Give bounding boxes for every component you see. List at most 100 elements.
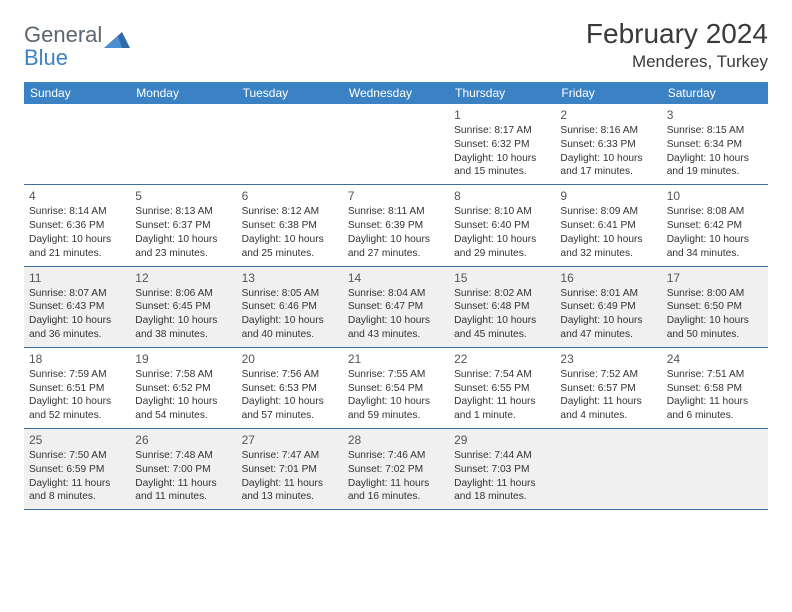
sunset-text: Sunset: 6:50 PM <box>667 300 763 314</box>
logo: General Blue <box>24 24 130 70</box>
day-number: 14 <box>348 270 444 286</box>
day-cell: 21Sunrise: 7:55 AMSunset: 6:54 PMDayligh… <box>343 348 449 428</box>
day-cell: 14Sunrise: 8:04 AMSunset: 6:47 PMDayligh… <box>343 267 449 347</box>
sunset-text: Sunset: 6:46 PM <box>242 300 338 314</box>
week-row: 18Sunrise: 7:59 AMSunset: 6:51 PMDayligh… <box>24 348 768 429</box>
week-row: 4Sunrise: 8:14 AMSunset: 6:36 PMDaylight… <box>24 185 768 266</box>
day-number: 20 <box>242 351 338 367</box>
dow-header-row: SundayMondayTuesdayWednesdayThursdayFrid… <box>24 82 768 104</box>
week-row: 1Sunrise: 8:17 AMSunset: 6:32 PMDaylight… <box>24 104 768 185</box>
day-number: 21 <box>348 351 444 367</box>
daylight-text: Daylight: 10 hours and 52 minutes. <box>29 395 125 423</box>
day-cell: 2Sunrise: 8:16 AMSunset: 6:33 PMDaylight… <box>555 104 661 184</box>
daylight-text: Daylight: 11 hours and 1 minute. <box>454 395 550 423</box>
header: General Blue February 2024 Menderes, Tur… <box>24 18 768 72</box>
day-number: 15 <box>454 270 550 286</box>
day-cell: 23Sunrise: 7:52 AMSunset: 6:57 PMDayligh… <box>555 348 661 428</box>
day-cell <box>662 429 768 509</box>
day-number: 5 <box>135 188 231 204</box>
daylight-text: Daylight: 10 hours and 32 minutes. <box>560 233 656 261</box>
day-cell <box>343 104 449 184</box>
daylight-text: Daylight: 10 hours and 45 minutes. <box>454 314 550 342</box>
daylight-text: Daylight: 11 hours and 8 minutes. <box>29 477 125 505</box>
day-number: 11 <box>29 270 125 286</box>
day-number: 29 <box>454 432 550 448</box>
day-number: 28 <box>348 432 444 448</box>
sunrise-text: Sunrise: 8:16 AM <box>560 124 656 138</box>
logo-text-gray: General <box>24 22 102 47</box>
sunrise-text: Sunrise: 8:09 AM <box>560 205 656 219</box>
day-cell: 22Sunrise: 7:54 AMSunset: 6:55 PMDayligh… <box>449 348 555 428</box>
daylight-text: Daylight: 10 hours and 38 minutes. <box>135 314 231 342</box>
day-cell: 12Sunrise: 8:06 AMSunset: 6:45 PMDayligh… <box>130 267 236 347</box>
sunset-text: Sunset: 6:33 PM <box>560 138 656 152</box>
sunrise-text: Sunrise: 7:47 AM <box>242 449 338 463</box>
day-number: 8 <box>454 188 550 204</box>
day-cell <box>555 429 661 509</box>
day-cell: 5Sunrise: 8:13 AMSunset: 6:37 PMDaylight… <box>130 185 236 265</box>
day-cell: 24Sunrise: 7:51 AMSunset: 6:58 PMDayligh… <box>662 348 768 428</box>
daylight-text: Daylight: 10 hours and 25 minutes. <box>242 233 338 261</box>
day-number: 12 <box>135 270 231 286</box>
sunrise-text: Sunrise: 8:13 AM <box>135 205 231 219</box>
day-cell: 29Sunrise: 7:44 AMSunset: 7:03 PMDayligh… <box>449 429 555 509</box>
day-cell: 8Sunrise: 8:10 AMSunset: 6:40 PMDaylight… <box>449 185 555 265</box>
sunset-text: Sunset: 6:53 PM <box>242 382 338 396</box>
day-number: 6 <box>242 188 338 204</box>
sunrise-text: Sunrise: 8:00 AM <box>667 287 763 301</box>
daylight-text: Daylight: 10 hours and 15 minutes. <box>454 152 550 180</box>
day-cell: 19Sunrise: 7:58 AMSunset: 6:52 PMDayligh… <box>130 348 236 428</box>
day-cell: 25Sunrise: 7:50 AMSunset: 6:59 PMDayligh… <box>24 429 130 509</box>
day-cell: 4Sunrise: 8:14 AMSunset: 6:36 PMDaylight… <box>24 185 130 265</box>
sunset-text: Sunset: 7:01 PM <box>242 463 338 477</box>
sunrise-text: Sunrise: 8:07 AM <box>29 287 125 301</box>
sunset-text: Sunset: 6:32 PM <box>454 138 550 152</box>
sunrise-text: Sunrise: 7:46 AM <box>348 449 444 463</box>
day-cell: 7Sunrise: 8:11 AMSunset: 6:39 PMDaylight… <box>343 185 449 265</box>
sunset-text: Sunset: 6:34 PM <box>667 138 763 152</box>
sunset-text: Sunset: 6:42 PM <box>667 219 763 233</box>
day-cell: 15Sunrise: 8:02 AMSunset: 6:48 PMDayligh… <box>449 267 555 347</box>
sunrise-text: Sunrise: 7:51 AM <box>667 368 763 382</box>
day-number: 26 <box>135 432 231 448</box>
daylight-text: Daylight: 10 hours and 21 minutes. <box>29 233 125 261</box>
sunset-text: Sunset: 6:54 PM <box>348 382 444 396</box>
sunrise-text: Sunrise: 8:04 AM <box>348 287 444 301</box>
dow-cell: Friday <box>555 82 661 104</box>
day-number: 3 <box>667 107 763 123</box>
sunrise-text: Sunrise: 8:10 AM <box>454 205 550 219</box>
daylight-text: Daylight: 11 hours and 18 minutes. <box>454 477 550 505</box>
sunset-text: Sunset: 6:52 PM <box>135 382 231 396</box>
daylight-text: Daylight: 11 hours and 16 minutes. <box>348 477 444 505</box>
sunset-text: Sunset: 6:48 PM <box>454 300 550 314</box>
sunset-text: Sunset: 6:39 PM <box>348 219 444 233</box>
sunrise-text: Sunrise: 8:06 AM <box>135 287 231 301</box>
sunset-text: Sunset: 6:40 PM <box>454 219 550 233</box>
sunset-text: Sunset: 7:02 PM <box>348 463 444 477</box>
sunset-text: Sunset: 6:47 PM <box>348 300 444 314</box>
daylight-text: Daylight: 11 hours and 4 minutes. <box>560 395 656 423</box>
day-cell: 18Sunrise: 7:59 AMSunset: 6:51 PMDayligh… <box>24 348 130 428</box>
day-number: 2 <box>560 107 656 123</box>
day-number: 13 <box>242 270 338 286</box>
sunset-text: Sunset: 6:43 PM <box>29 300 125 314</box>
sunrise-text: Sunrise: 8:15 AM <box>667 124 763 138</box>
day-cell: 3Sunrise: 8:15 AMSunset: 6:34 PMDaylight… <box>662 104 768 184</box>
daylight-text: Daylight: 11 hours and 13 minutes. <box>242 477 338 505</box>
calendar: SundayMondayTuesdayWednesdayThursdayFrid… <box>24 82 768 510</box>
daylight-text: Daylight: 10 hours and 43 minutes. <box>348 314 444 342</box>
sunrise-text: Sunrise: 7:59 AM <box>29 368 125 382</box>
day-number: 1 <box>454 107 550 123</box>
day-cell: 13Sunrise: 8:05 AMSunset: 6:46 PMDayligh… <box>237 267 343 347</box>
weeks-container: 1Sunrise: 8:17 AMSunset: 6:32 PMDaylight… <box>24 104 768 510</box>
daylight-text: Daylight: 10 hours and 59 minutes. <box>348 395 444 423</box>
daylight-text: Daylight: 10 hours and 17 minutes. <box>560 152 656 180</box>
month-title: February 2024 <box>586 18 768 50</box>
sunset-text: Sunset: 7:03 PM <box>454 463 550 477</box>
day-cell: 10Sunrise: 8:08 AMSunset: 6:42 PMDayligh… <box>662 185 768 265</box>
day-number: 24 <box>667 351 763 367</box>
day-number: 7 <box>348 188 444 204</box>
sunrise-text: Sunrise: 8:02 AM <box>454 287 550 301</box>
day-cell <box>130 104 236 184</box>
dow-cell: Sunday <box>24 82 130 104</box>
